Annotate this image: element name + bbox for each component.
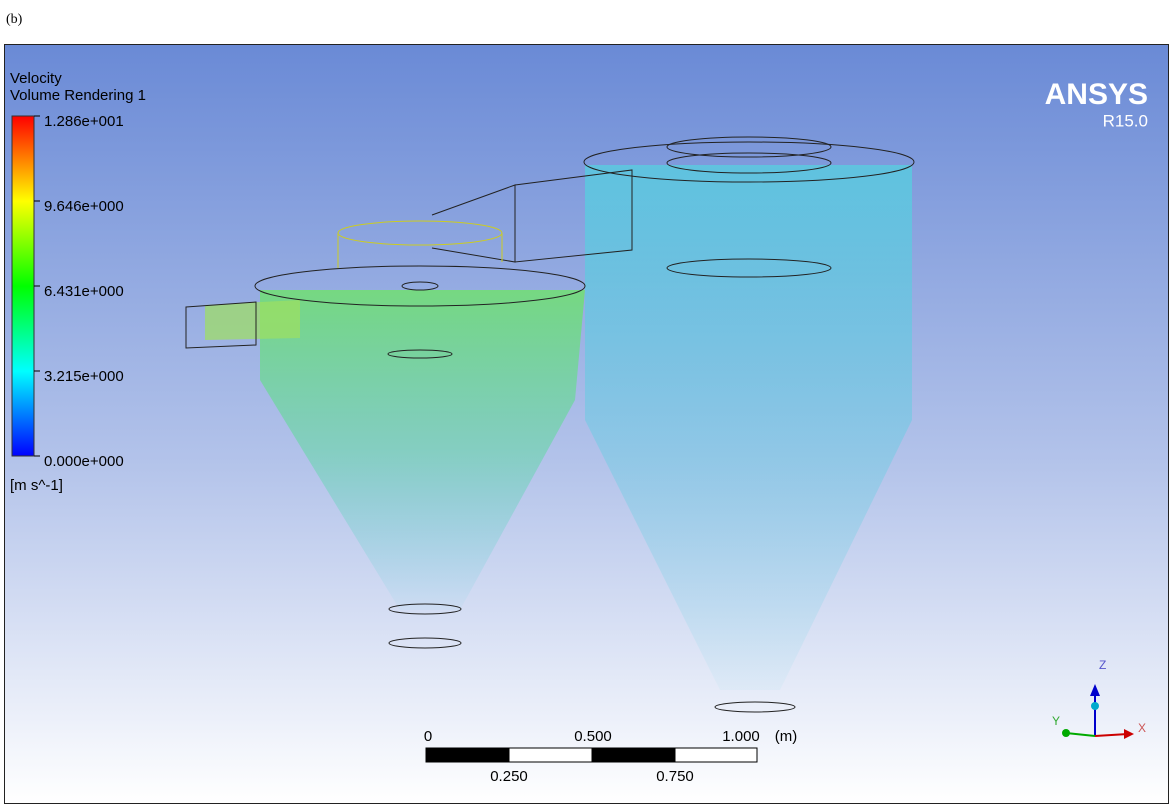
legend-unit: [m s^-1]	[10, 477, 63, 494]
scale-segment	[592, 748, 675, 762]
legend-tick-label: 3.215e+000	[44, 368, 124, 385]
figure: (b) Velocity Volume Rendering 1 1.286e+0…	[0, 0, 1169, 804]
scale-segment	[675, 748, 757, 762]
legend-tick-label: 9.646e+000	[44, 198, 124, 215]
scale-label: 0.500	[574, 728, 612, 745]
color-bar	[12, 116, 34, 456]
legend-title: Velocity	[10, 70, 62, 87]
legend-tick-label: 1.286e+001	[44, 113, 124, 130]
logo-version: R15.0	[1103, 111, 1148, 130]
axis-label-z: Z	[1099, 658, 1106, 672]
axis-label-x: X	[1138, 721, 1146, 735]
legend-subtitle: Volume Rendering 1	[10, 87, 146, 104]
axis-label-y: Y	[1052, 714, 1060, 728]
scale-label: 0.250	[490, 768, 528, 785]
legend-tick-label: 6.431e+000	[44, 283, 124, 300]
scale-unit: (m)	[775, 728, 798, 745]
panel-label: (b)	[6, 12, 23, 27]
logo-name: ANSYS	[1045, 78, 1148, 111]
scale-label: 1.000	[722, 728, 760, 745]
scale-label: 0	[424, 728, 432, 745]
scale-label: 0.750	[656, 768, 694, 785]
scale-segment	[426, 748, 509, 762]
page: (b) Velocity Volume Rendering 1 1.286e+0…	[0, 0, 1169, 804]
scale-segment	[509, 748, 592, 762]
legend-tick-label: 0.000e+000	[44, 453, 124, 470]
